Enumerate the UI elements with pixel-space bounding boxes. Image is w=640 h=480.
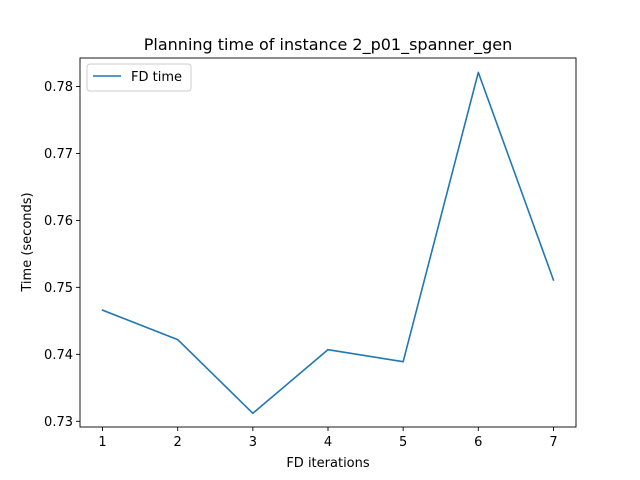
y-tick-label: 0.75 bbox=[44, 281, 73, 296]
x-axis-label: FD iterations bbox=[286, 456, 370, 471]
series-line-0 bbox=[101, 71, 555, 415]
y-tick-label: 0.77 bbox=[44, 147, 73, 162]
y-tick-label: 0.74 bbox=[44, 348, 73, 363]
x-tick-label: 3 bbox=[249, 435, 257, 450]
y-tick-label: 0.78 bbox=[44, 80, 73, 95]
x-tick-label: 4 bbox=[324, 435, 332, 450]
x-tick-label: 5 bbox=[399, 435, 407, 450]
plot-area: 1 2 3 4 5 6 7 0.73 0.74 0.75 0.76 0.77 0.78 bbox=[44, 57, 577, 450]
y-tick-label: 0.76 bbox=[44, 214, 73, 229]
x-tick-label: 7 bbox=[549, 435, 557, 450]
x-tick-label: 1 bbox=[98, 435, 106, 450]
y-axis-label: Time (seconds) bbox=[20, 192, 35, 292]
x-tick-label: 6 bbox=[474, 435, 482, 450]
x-tick-label: 2 bbox=[174, 435, 182, 450]
legend-label: FD time bbox=[131, 70, 182, 85]
y-tick-label: 0.73 bbox=[44, 415, 73, 430]
legend: FD time bbox=[86, 63, 192, 92]
chart-title: Planning time of instance 2_p01_spanner_… bbox=[144, 35, 512, 55]
legend-box bbox=[86, 63, 192, 92]
